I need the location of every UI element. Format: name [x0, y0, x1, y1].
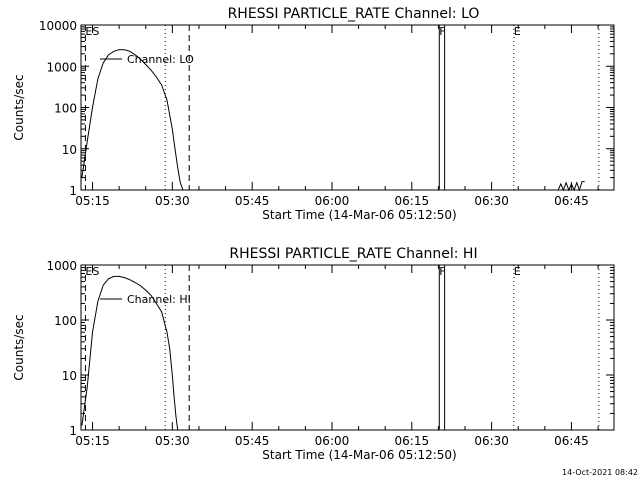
x-tick-label: 05:30 [155, 434, 190, 448]
x-axis-label: Start Time (14-Mar-06 05:12:50) [262, 448, 456, 462]
y-tick-label: 100 [54, 102, 77, 116]
x-tick-label: 06:15 [395, 194, 430, 208]
x-tick-label: 05:45 [235, 194, 270, 208]
x-axis-label: Start Time (14-Mar-06 05:12:50) [262, 208, 456, 222]
y-axis-label: Counts/sec [12, 74, 26, 140]
series-line-0 [81, 49, 184, 191]
series-line-1 [557, 181, 585, 192]
x-tick-label: 06:45 [554, 434, 589, 448]
y-tick-label: 1000 [46, 60, 77, 74]
event-marker-label: E [514, 265, 521, 278]
y-tick-label: 10 [62, 369, 77, 383]
event-marker-label: F [439, 25, 445, 38]
legend-label: Channel: LO [127, 53, 194, 66]
x-tick-label: 05:45 [235, 434, 270, 448]
chart-title: RHESSI PARTICLE_RATE Channel: HI [229, 246, 477, 262]
chart-panel-0: RHESSI PARTICLE_RATE Channel: LO Counts/s… [12, 6, 615, 222]
x-tick-label: 06:45 [554, 194, 589, 208]
event-marker-label: ES [85, 265, 99, 278]
event-marker-label: E [514, 25, 521, 38]
x-tick-label: 05:30 [155, 194, 190, 208]
x-tick-label: 06:15 [395, 434, 430, 448]
footer-timestamp: 14-Oct-2021 08:42 [562, 468, 638, 477]
x-tick-label: 06:00 [315, 434, 350, 448]
event-marker-label: F [439, 265, 445, 278]
y-tick-label: 1 [69, 424, 77, 438]
y-tick-label: 100 [54, 314, 77, 328]
plot-frame [80, 264, 615, 431]
chart-title: RHESSI PARTICLE_RATE Channel: LO [228, 6, 480, 22]
series-line-0 [81, 275, 179, 431]
x-tick-label: 05:15 [75, 434, 110, 448]
legend-label: Channel: HI [127, 293, 191, 306]
y-tick-label: 1000 [46, 259, 77, 273]
x-tick-label: 06:00 [315, 194, 350, 208]
x-tick-label: 06:30 [474, 434, 509, 448]
y-axis-label: Counts/sec [12, 314, 26, 380]
event-marker-label: ES [85, 25, 99, 38]
y-tick-label: 1 [69, 184, 77, 198]
x-tick-label: 05:15 [75, 194, 110, 208]
y-tick-label: 10 [62, 143, 77, 157]
y-tick-label: 10000 [39, 19, 77, 33]
plot-frame [80, 24, 615, 191]
x-tick-label: 06:30 [474, 194, 509, 208]
chart-panel-1: RHESSI PARTICLE_RATE Channel: HI Counts/s… [12, 246, 615, 462]
